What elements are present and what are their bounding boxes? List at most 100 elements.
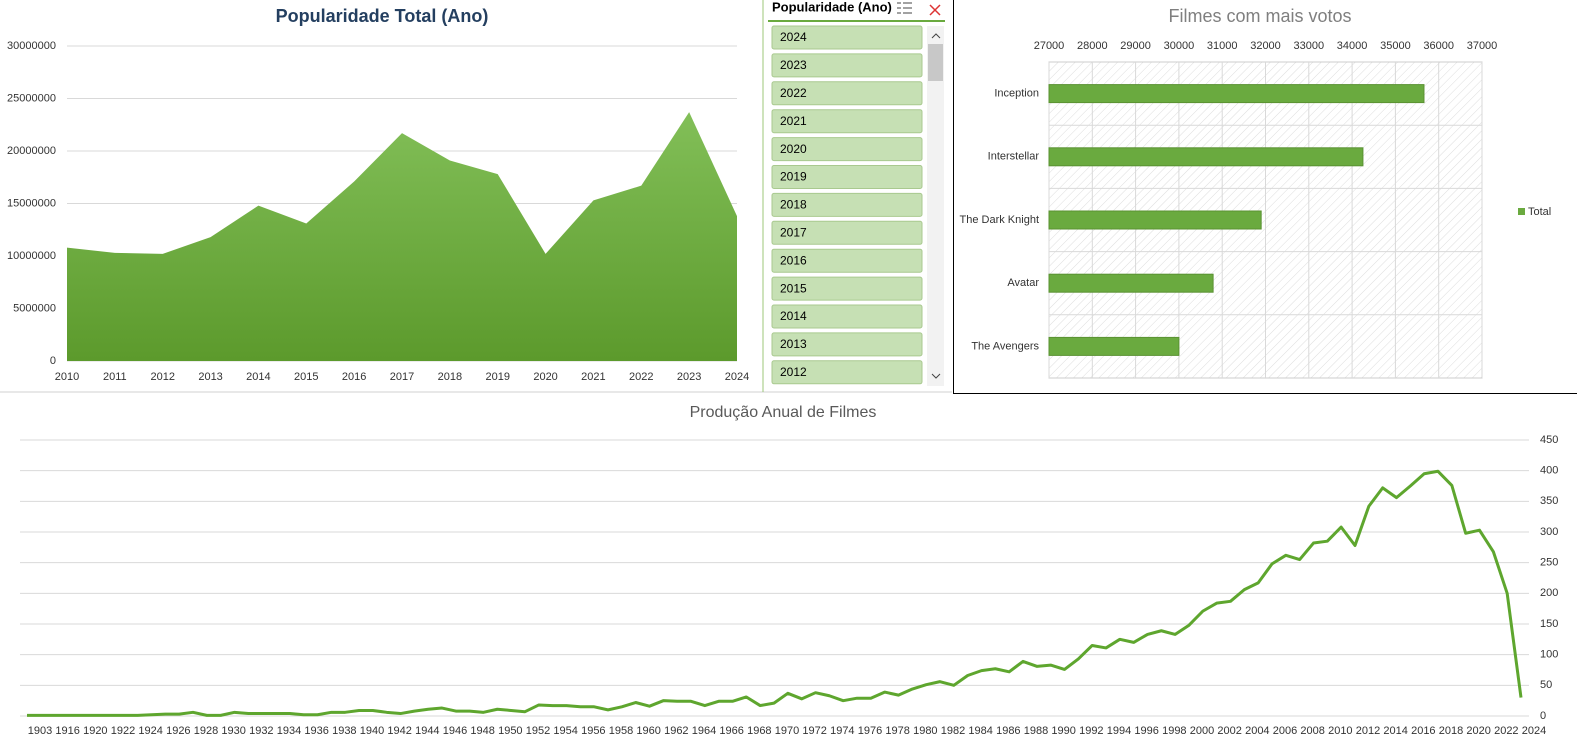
x-tick-label: 37000: [1467, 40, 1498, 52]
multiselect-icon[interactable]: [897, 2, 912, 14]
slicer-item-label[interactable]: 2019: [780, 170, 807, 184]
x-tick-label: 29000: [1120, 40, 1151, 52]
x-tick-label: 1928: [194, 725, 218, 737]
slicer-item[interactable]: [771, 53, 923, 78]
slicer-item-label[interactable]: 2020: [780, 142, 807, 156]
x-tick-label: 1936: [304, 725, 328, 737]
chart-title: Produção Anual de Filmes: [690, 404, 877, 421]
x-tick-label: 1934: [277, 725, 301, 737]
x-tick-label: 1940: [360, 725, 384, 737]
x-tick-label: 2020: [533, 371, 557, 383]
slicer-item-label[interactable]: 2018: [780, 198, 807, 212]
x-tick-label: 1992: [1079, 725, 1103, 737]
x-tick-label: 2013: [198, 371, 222, 383]
y-tick-label: 400: [1540, 465, 1558, 477]
x-tick-label: 1920: [83, 725, 107, 737]
x-tick-label: 2017: [390, 371, 414, 383]
x-tick-label: 1946: [443, 725, 467, 737]
x-tick-label: 1960: [636, 725, 660, 737]
x-tick-label: 1926: [166, 725, 190, 737]
y-tick-label: 300: [1540, 526, 1558, 538]
slicer-item-label[interactable]: 2017: [780, 225, 807, 239]
slicer-item[interactable]: [771, 109, 923, 134]
x-tick-label: 1930: [221, 725, 245, 737]
slicer-item-label[interactable]: 2022: [780, 86, 807, 100]
slicer-item-label[interactable]: 2013: [780, 337, 807, 351]
x-tick-label: 1978: [885, 725, 909, 737]
x-tick-label: 1996: [1134, 725, 1158, 737]
y-tick-label: 100: [1540, 649, 1558, 661]
x-tick-label: 32000: [1250, 40, 1281, 52]
slicer-item[interactable]: [771, 81, 923, 106]
y-tick-label: 350: [1540, 495, 1558, 507]
x-tick-label: 2018: [1439, 725, 1463, 737]
y-tick-label: 450: [1540, 434, 1558, 446]
x-tick-label: 1938: [332, 725, 356, 737]
slicer-item-label[interactable]: 2021: [780, 114, 807, 128]
x-tick-label: 1922: [111, 725, 135, 737]
chart-frame: [953, 0, 1577, 394]
x-tick-label: 2016: [342, 371, 366, 383]
y-tick-label: The Dark Knight: [960, 214, 1039, 226]
scroll-thumb[interactable]: [928, 44, 943, 81]
slicer-item[interactable]: [771, 165, 923, 189]
x-tick-label: 1950: [498, 725, 522, 737]
x-tick-label: 1942: [387, 725, 411, 737]
slicer-item[interactable]: [771, 25, 923, 50]
slicer-item[interactable]: [771, 360, 923, 385]
x-tick-label: 2011: [103, 371, 127, 383]
x-tick-label: 2012: [150, 371, 174, 383]
y-tick-label: 0: [50, 355, 56, 367]
slicer-item-label[interactable]: 2023: [780, 58, 807, 72]
x-tick-label: 1924: [138, 725, 162, 737]
slicer-icons[interactable]: [897, 2, 941, 16]
line: [27, 469, 1523, 717]
x-tick-label: 2021: [581, 371, 605, 383]
x-tick-label: 36000: [1423, 40, 1454, 52]
slicer-item[interactable]: [771, 137, 923, 162]
x-tick-label: 2022: [1494, 725, 1518, 737]
slicer-item-label[interactable]: 2012: [780, 365, 807, 379]
bar: [1048, 210, 1262, 230]
scrollbar[interactable]: [927, 26, 944, 386]
slicer-item-label[interactable]: 2016: [780, 253, 807, 267]
slicer-item[interactable]: [771, 276, 923, 301]
x-tick-label: 1964: [692, 725, 716, 737]
slicer-item-label[interactable]: 2024: [780, 30, 807, 44]
slicer-item-label[interactable]: 2014: [780, 309, 807, 323]
x-tick-label: 2008: [1300, 725, 1324, 737]
y-tick-label: 0: [1540, 710, 1546, 722]
x-tick-label: 2015: [294, 371, 318, 383]
x-tick-label: 2014: [246, 371, 270, 383]
slicer-item-label[interactable]: 2015: [780, 281, 807, 295]
x-tick-label: 1968: [747, 725, 771, 737]
x-tick-label: 1944: [415, 725, 439, 737]
x-tick-label: 2012: [1356, 725, 1380, 737]
x-tick-label: 1994: [1107, 725, 1131, 737]
scroll-arrows[interactable]: [931, 33, 941, 379]
x-tick-label: 2024: [1522, 725, 1546, 737]
slicer-item[interactable]: [771, 192, 923, 217]
x-tick-label: 2010: [55, 371, 79, 383]
x-tick-label: 2016: [1411, 725, 1435, 737]
x-tick-label: 1948: [470, 725, 494, 737]
x-tick-label: 1982: [941, 725, 965, 737]
chart-title: Filmes com mais votos: [1168, 6, 1351, 26]
x-tick-label: 1958: [609, 725, 633, 737]
x-tick-label: 30000: [1164, 40, 1195, 52]
y-tick-label: The Avengers: [971, 340, 1039, 352]
y-tick-label: 15000000: [7, 197, 56, 209]
x-tick-label: 1976: [858, 725, 882, 737]
x-tick-label: 2024: [725, 371, 749, 383]
clear-filter-icon[interactable]: [929, 4, 941, 16]
x-tick-label: 2022: [629, 371, 653, 383]
x-tick-label: 1916: [55, 725, 79, 737]
slicer-item[interactable]: [771, 220, 923, 245]
slicer-item[interactable]: [771, 332, 923, 357]
slicer-item[interactable]: [771, 248, 923, 273]
x-tick-label: 1990: [1051, 725, 1075, 737]
slicer-item[interactable]: [771, 304, 923, 329]
legend-label: Total: [1528, 206, 1551, 218]
x-tick-label: 1970: [775, 725, 799, 737]
